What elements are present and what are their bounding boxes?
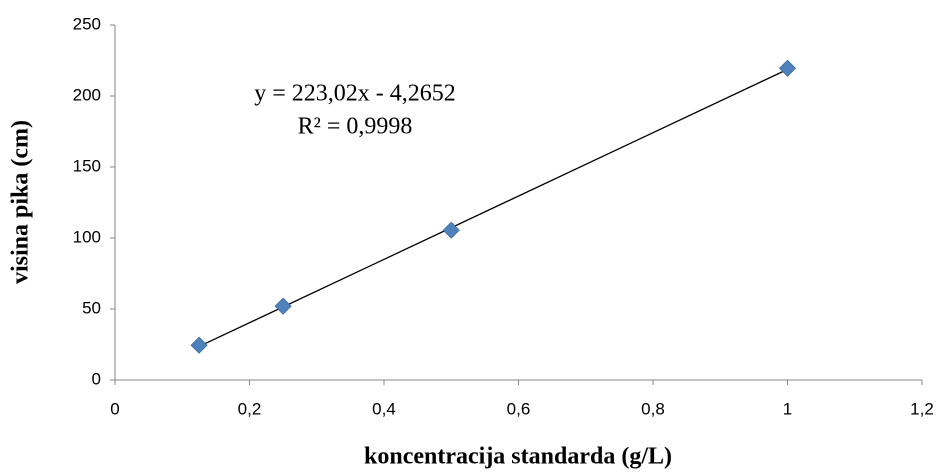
equation: y = 223,02x - 4,2652 (254, 81, 456, 107)
x-tick-label: 0 (110, 399, 119, 418)
marker (442, 221, 460, 239)
x-tick-label: 0,6 (507, 399, 531, 418)
x-tick-label: 0,8 (641, 399, 665, 418)
x-tick-label: 0,4 (372, 399, 396, 418)
y-tick-label: 50 (82, 298, 101, 317)
x-tick-label: 0,2 (238, 399, 262, 418)
marker (778, 59, 797, 77)
y-axis-title: visina pika (cm) (8, 120, 34, 284)
r-squared: R² = 0,9998 (298, 114, 413, 140)
y-tick-label: 200 (73, 85, 101, 104)
x-axis-title: koncentracija standarda (g/L) (364, 444, 672, 470)
y-tick-label: 250 (73, 14, 101, 33)
y-tick-label: 150 (73, 156, 101, 175)
x-tick-label: 1,2 (910, 399, 934, 418)
y-tick-label: 0 (92, 369, 101, 388)
x-tick-label: 1 (783, 399, 792, 418)
marker (190, 336, 208, 354)
trendline (198, 68, 788, 348)
y-tick-label: 100 (73, 227, 101, 246)
marker (274, 297, 292, 315)
